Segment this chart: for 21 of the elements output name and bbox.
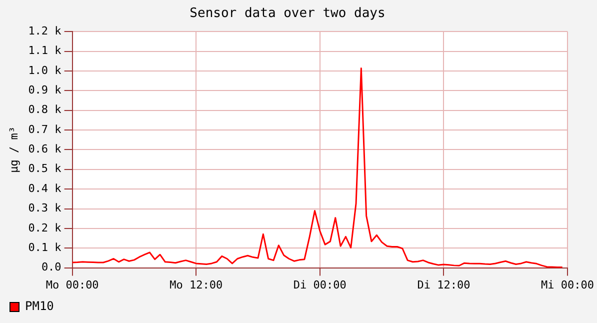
legend-label: PM10 (25, 299, 54, 314)
x-tick-label: Mi 00:00 (541, 278, 594, 292)
x-tick-label: Mo 12:00 (170, 278, 223, 292)
chart-title: Sensor data over two days (190, 6, 386, 22)
y-tick-label: 0.3 k (28, 202, 62, 215)
y-tick-label: 0.2 k (28, 221, 62, 234)
x-tick-label: Di 00:00 (293, 278, 346, 292)
y-tick-label: 0.1 k (28, 240, 62, 254)
y-tick-label: 0.6 k (28, 142, 62, 156)
y-tick-label: 0.8 k (28, 103, 62, 116)
y-tick-label: 0.7 k (28, 122, 62, 136)
y-tick-label: 1.0 k (28, 64, 62, 77)
x-tick-label: Di 12:00 (417, 278, 470, 292)
y-tick-label: 1.2 k (28, 24, 62, 38)
y-tick-label: 0.4 k (28, 182, 62, 195)
y-axis-title: µg / m³ (7, 126, 20, 173)
x-tick-label: Mo 00:00 (46, 278, 99, 292)
y-tick-label: 0.0 (41, 260, 62, 274)
y-tick-label: 1.1 k (28, 44, 62, 58)
y-tick-label: 0.5 k (28, 162, 62, 176)
y-tick-label: 0.9 k (28, 84, 62, 97)
